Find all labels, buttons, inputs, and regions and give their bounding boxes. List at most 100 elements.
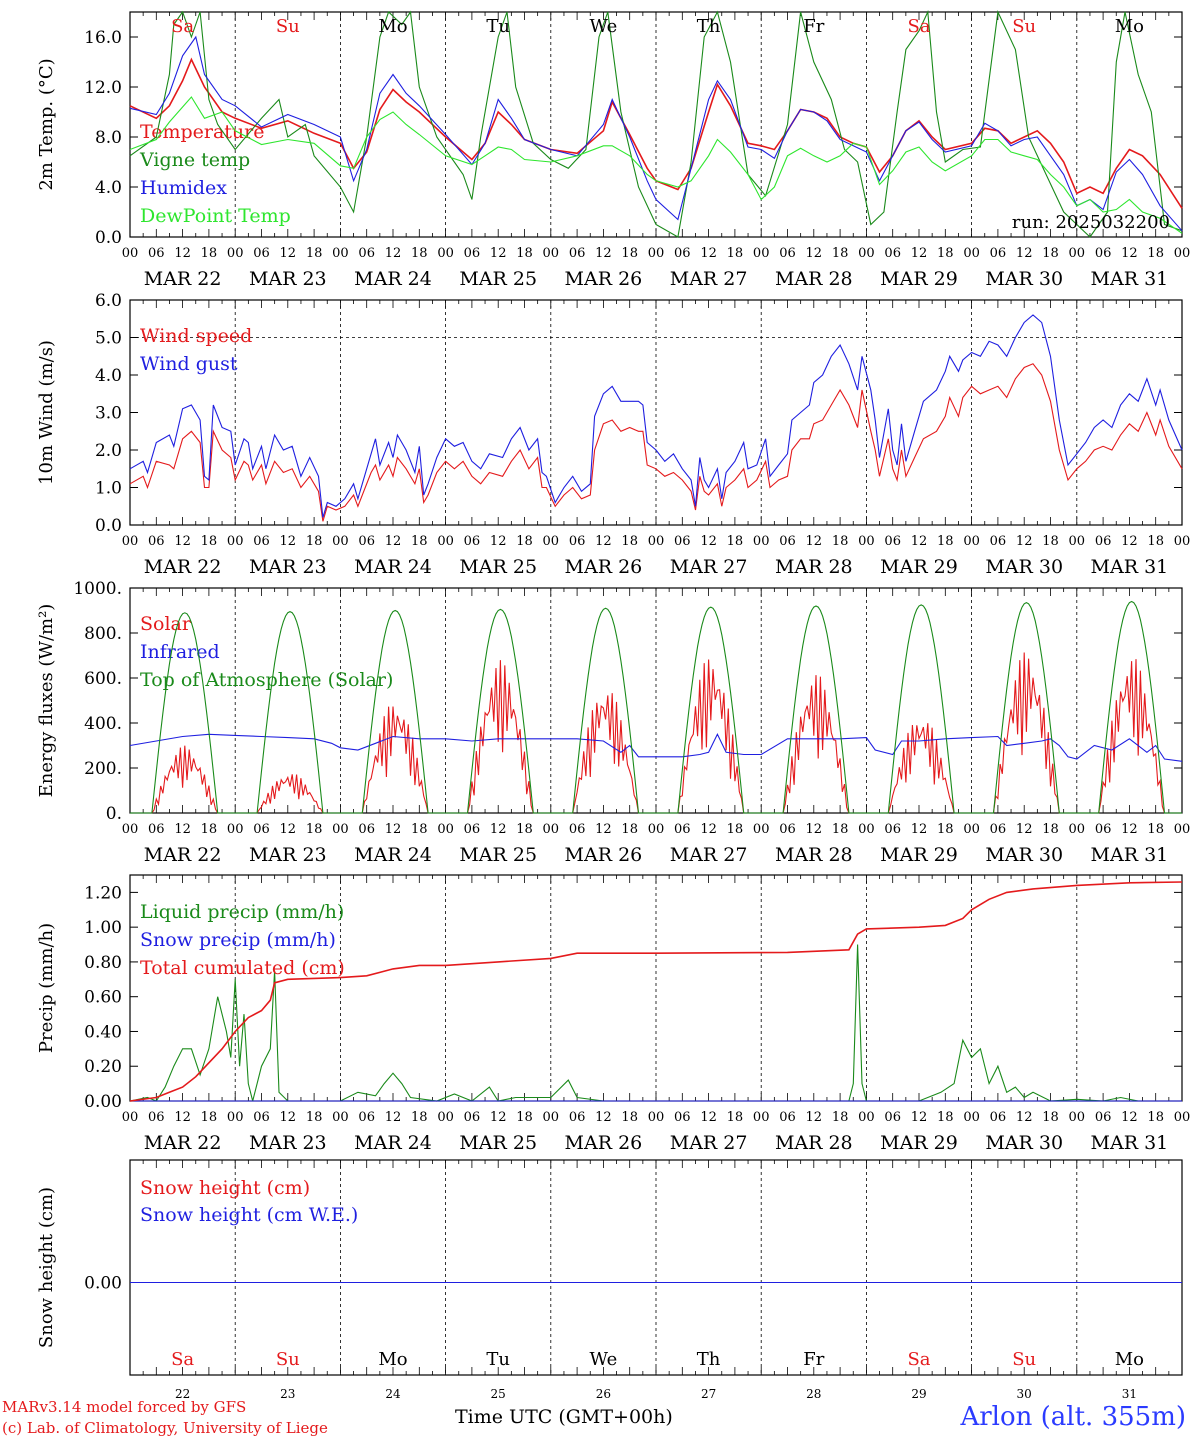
weekday-label-bottom: Tu	[486, 1349, 510, 1370]
hour-tick-label: 00	[122, 1110, 139, 1125]
hour-tick-label: 18	[937, 1110, 954, 1125]
hour-tick-label: 06	[253, 534, 270, 549]
hour-tick-label: 00	[543, 822, 560, 837]
hour-tick-label: 18	[516, 822, 533, 837]
copyright-credit: (c) Lab. of Climatology, University of L…	[2, 1419, 328, 1437]
hour-tick-label: 00	[648, 1110, 665, 1125]
weekday-label-top: Mo	[378, 16, 407, 37]
hour-tick-label: 18	[727, 534, 744, 549]
hour-tick-label: 12	[174, 534, 191, 549]
date-label: MAR 29	[880, 556, 958, 578]
series-line-infrared	[129, 733, 1183, 762]
day-number-label: 26	[596, 1387, 611, 1401]
hour-tick-label: 18	[306, 822, 323, 837]
hour-tick-label: 06	[358, 534, 375, 549]
hour-tick-label: 12	[595, 246, 612, 261]
run-label: run: 2025032200	[1012, 212, 1170, 233]
hour-tick-label: 18	[621, 534, 638, 549]
hour-tick-label: 12	[595, 1110, 612, 1125]
y-tick-label: 0.80	[84, 953, 122, 973]
hour-tick-label: 12	[1121, 822, 1138, 837]
y-axis-label: Precip (mm/h)	[36, 923, 57, 1053]
hour-tick-label: 06	[464, 246, 481, 261]
hour-tick-label: 18	[621, 822, 638, 837]
hour-tick-label: 06	[779, 822, 796, 837]
hour-tick-label: 18	[411, 246, 428, 261]
hour-tick-label: 12	[1121, 534, 1138, 549]
hour-tick-label: 12	[174, 1110, 191, 1125]
date-label: MAR 24	[354, 268, 432, 290]
hour-tick-label: 12	[806, 534, 823, 549]
hour-tick-label: 06	[253, 822, 270, 837]
series-line-humidex	[129, 35, 1183, 232]
date-label: MAR 31	[1091, 556, 1169, 578]
hour-tick-label: 06	[464, 1110, 481, 1125]
hour-tick-label: 12	[280, 822, 297, 837]
hour-tick-label: 18	[516, 246, 533, 261]
hour-tick-label: 18	[411, 1110, 428, 1125]
hour-tick-label: 18	[621, 246, 638, 261]
x-axis-title: Time UTC (GMT+00h)	[455, 1406, 673, 1428]
weekday-label-top: Tu	[486, 16, 510, 37]
hour-tick-label: 06	[569, 246, 586, 261]
legend-entry: Liquid precip (mm/h)	[140, 901, 344, 923]
hour-tick-label: 06	[674, 534, 691, 549]
weekday-label-top: Mo	[1115, 16, 1144, 37]
hour-tick-label: 00	[332, 246, 349, 261]
y-tick-label: 1.20	[84, 883, 122, 903]
hour-tick-label: 06	[569, 1110, 586, 1125]
day-number-label: 25	[491, 1387, 506, 1401]
hour-tick-label: 06	[990, 1110, 1007, 1125]
date-label: MAR 26	[565, 556, 643, 578]
hour-tick-label: 06	[358, 822, 375, 837]
hour-tick-label: 12	[490, 246, 507, 261]
weekday-label-top: Su	[1012, 16, 1036, 37]
y-tick-label: 800.	[84, 624, 122, 644]
date-label: MAR 26	[565, 1132, 643, 1154]
hour-tick-label: 00	[963, 246, 980, 261]
legend-entry: Humidex	[140, 177, 227, 199]
day-number-label: 27	[701, 1387, 716, 1401]
hour-tick-label: 00	[332, 1110, 349, 1125]
hour-tick-label: 00	[648, 534, 665, 549]
hour-tick-label: 06	[464, 534, 481, 549]
day-number-label: 29	[911, 1387, 926, 1401]
day-number-label: 28	[806, 1387, 821, 1401]
legend-entry: Infrared	[140, 641, 220, 663]
date-label: MAR 22	[144, 268, 222, 290]
hour-tick-label: 12	[1121, 246, 1138, 261]
day-number-label: 31	[1122, 1387, 1137, 1401]
hour-tick-label: 06	[148, 534, 165, 549]
hour-tick-label: 00	[1069, 246, 1086, 261]
y-tick-label: 0.60	[84, 988, 122, 1008]
series-line-temperature	[129, 57, 1183, 209]
hour-tick-label: 18	[516, 1110, 533, 1125]
hour-tick-label: 18	[937, 822, 954, 837]
hour-tick-label: 06	[253, 1110, 270, 1125]
hour-tick-label: 00	[858, 534, 875, 549]
weekday-label-top: Su	[276, 16, 300, 37]
hour-tick-label: 18	[937, 246, 954, 261]
hour-tick-label: 00	[1174, 246, 1191, 261]
date-label: MAR 25	[459, 556, 537, 578]
date-label: MAR 31	[1091, 268, 1169, 290]
hour-tick-label: 00	[1069, 534, 1086, 549]
hour-tick-label: 00	[1069, 1110, 1086, 1125]
y-axis-label: 2m Temp. (°C)	[36, 58, 57, 190]
date-label: MAR 27	[670, 556, 748, 578]
hour-tick-label: 18	[411, 822, 428, 837]
hour-tick-label: 06	[253, 246, 270, 261]
date-label: MAR 29	[880, 268, 958, 290]
hour-tick-label: 00	[122, 246, 139, 261]
model-credit: MARv3.14 model forced by GFS	[2, 1398, 247, 1416]
hour-tick-label: 12	[700, 822, 717, 837]
legend-entry: Vigne temp	[139, 149, 250, 171]
y-tick-label: 1.00	[84, 918, 122, 938]
hour-tick-label: 06	[464, 822, 481, 837]
hour-tick-label: 18	[411, 534, 428, 549]
hour-tick-label: 18	[727, 246, 744, 261]
y-tick-label: 0.0	[95, 228, 122, 248]
date-label: MAR 23	[249, 556, 327, 578]
hour-tick-label: 12	[174, 822, 191, 837]
weekday-label-bottom: Su	[276, 1349, 300, 1370]
